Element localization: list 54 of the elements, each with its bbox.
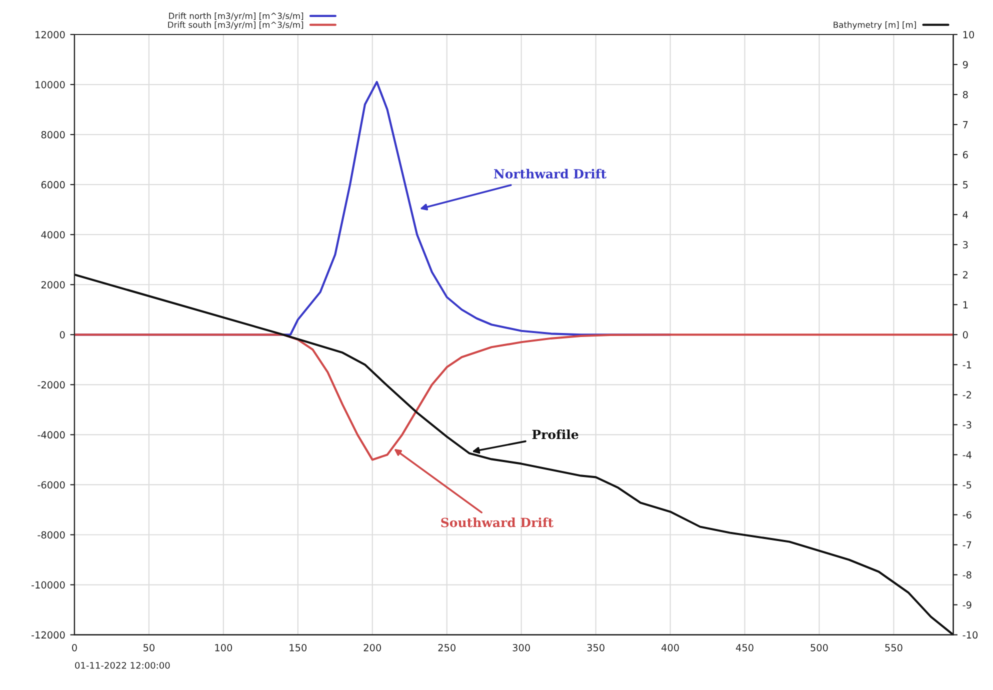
legend-label: Drift south [m3/yr/m] [m^3/s/m] <box>168 21 304 30</box>
x-tick-label: 150 <box>290 644 307 652</box>
y-tick-label: 8000 <box>41 131 65 138</box>
y-tick-label: 6000 <box>41 181 65 188</box>
y2-tick-label: 6 <box>962 151 968 158</box>
y-tick-label: 10000 <box>36 81 65 88</box>
y2-tick-label: -2 <box>962 391 972 398</box>
y-tick-label: -12000 <box>31 631 65 639</box>
y2-tick-label: -9 <box>962 601 972 609</box>
y2-tick-label: 4 <box>962 211 968 218</box>
line-series <box>74 334 954 461</box>
y2-tick-label: -6 <box>962 511 972 519</box>
legend-label: Bathymetry [m] [m] <box>834 21 916 30</box>
y-tick-label: -6000 <box>38 481 65 489</box>
y2-tick-label: 2 <box>963 271 968 278</box>
y2-tick-label: 0 <box>962 331 968 338</box>
y2-tick-label: 9 <box>962 60 968 68</box>
legend-label: Drift north [m3/yr/m] [m^3/s/m] <box>169 12 304 21</box>
x-tick-label: 200 <box>364 644 382 652</box>
y2-tick-label: 5 <box>963 181 968 188</box>
x-tick-label: 100 <box>215 644 232 652</box>
x-tick-label: 50 <box>144 644 154 652</box>
y2-tick-label: 3 <box>963 241 968 248</box>
y2-tick-label: -7 <box>962 541 972 548</box>
y2-tick-label: 8 <box>962 91 968 98</box>
y2-tick-label: -5 <box>962 481 972 489</box>
y-tick-label: 12000 <box>36 30 65 38</box>
y2-tick-label: 7 <box>963 121 968 128</box>
annotation: Southward Drift <box>441 518 554 528</box>
y2-tick-label: -1 <box>962 361 972 368</box>
y2-tick-label: -8 <box>962 571 972 579</box>
x-tick-label: 300 <box>512 644 530 652</box>
annotation: Profile <box>532 429 578 440</box>
y-tick-label: -2000 <box>38 381 65 389</box>
y-tick-label: 2000 <box>41 281 65 288</box>
x-tick-label: 500 <box>810 644 828 652</box>
x-tick-label: 0 <box>72 644 77 652</box>
y2-tick-label: 10 <box>963 30 974 38</box>
y2-tick-label: 1 <box>963 301 968 308</box>
y-tick-label: -8000 <box>38 531 65 539</box>
x-tick-label: 350 <box>587 644 604 652</box>
annotation: Northward Drift <box>494 168 606 178</box>
y2-tick-label: -3 <box>962 421 972 429</box>
text: 01-11-2022 12:00:00 <box>75 662 170 669</box>
y2-tick-label: -10 <box>962 631 978 639</box>
y-tick-label: 4000 <box>41 231 65 238</box>
x-tick-label: 400 <box>661 644 679 652</box>
y-tick-label: -10000 <box>31 581 65 589</box>
y-tick-label: 0 <box>60 331 65 338</box>
x-tick-label: 450 <box>736 644 754 652</box>
y2-tick-label: -4 <box>962 451 972 458</box>
y-tick-label: -4000 <box>38 431 65 439</box>
x-tick-label: 250 <box>438 644 456 652</box>
x-tick-label: 550 <box>885 644 902 652</box>
